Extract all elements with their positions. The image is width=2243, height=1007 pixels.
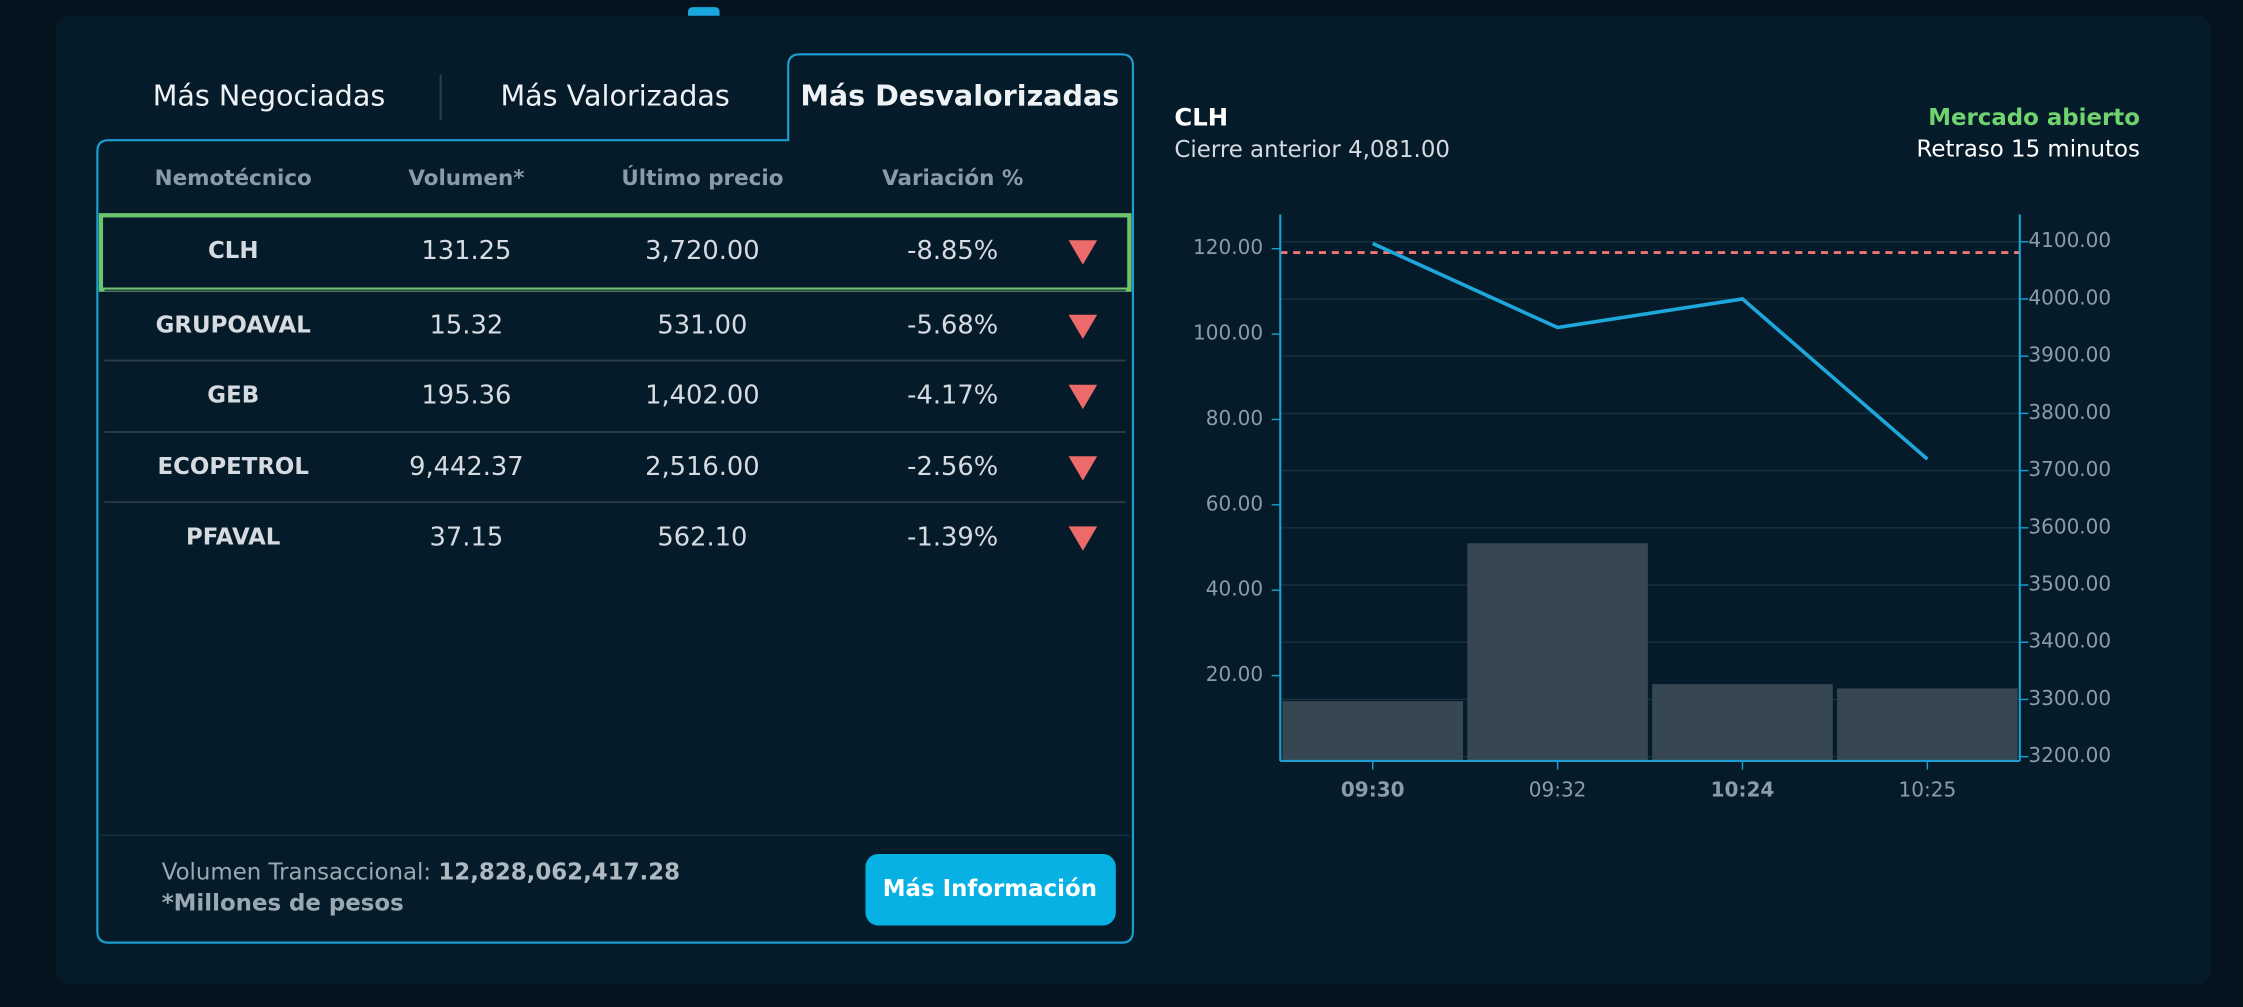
ticker: GEB: [207, 383, 259, 409]
column-header: Último precio: [621, 165, 783, 191]
y2-tick-label: 3300.00: [2028, 686, 2111, 710]
down-arrow: [1068, 314, 1098, 340]
cell: -2.56%: [907, 452, 998, 482]
previous-close-label: Cierre anterior: [1174, 137, 1341, 163]
volume-bar: [1282, 701, 1464, 761]
ticker: PFAVAL: [186, 524, 280, 550]
y2-tick-label: 3600.00: [2028, 514, 2111, 538]
ticker: CLH: [208, 238, 259, 264]
cell: 15.32: [430, 311, 504, 341]
y2-tick-label: 3200.00: [2028, 743, 2111, 767]
y-tick-label: 80.00: [1206, 406, 1263, 430]
volume-value: 12,828,062,417.28: [438, 859, 680, 885]
ticker: GRUPOAVAL: [156, 313, 311, 339]
column-header: Variación %: [882, 166, 1023, 191]
y2-tick-label: 3800.00: [2028, 400, 2111, 424]
previous-close-value: 4,081.00: [1348, 137, 1450, 163]
cell: 9,442.37: [409, 452, 524, 482]
market-status: Mercado abierto: [1928, 105, 2140, 131]
y-tick-label: 120.00: [1193, 235, 1263, 259]
down-arrow: [1068, 384, 1098, 410]
tab[interactable]: Más Negociadas: [153, 78, 386, 112]
ranking-panel: Más Negociadas Más Valorizadas Más Desvalo…: [96, 53, 1135, 944]
x-tick-label: 10:25: [1899, 778, 1957, 802]
footer-note: *Millones de pesos: [162, 891, 404, 917]
x-tick-label: 10:24: [1711, 778, 1775, 802]
cell: -1.39%: [907, 522, 998, 552]
y2-tick-label: 3700.00: [2028, 457, 2111, 481]
ticker: ECOPETROL: [157, 454, 309, 480]
y-tick-label: 40.00: [1206, 577, 1263, 601]
cell: -5.68%: [907, 311, 998, 341]
more-info-button[interactable]: [865, 853, 1116, 926]
table-frame: [96, 53, 1135, 944]
cell: 1,402.00: [645, 381, 760, 411]
cell: 2,516.00: [645, 452, 760, 482]
down-arrow: [1068, 526, 1098, 551]
down-arrow: [1068, 240, 1098, 265]
cell: 562.10: [657, 522, 747, 552]
down-arrow: [1068, 456, 1098, 481]
tab[interactable]: Más Desvalorizadas: [800, 78, 1119, 112]
y-tick-label: 100.00: [1193, 321, 1263, 345]
cell: 131.25: [421, 236, 511, 266]
y-tick-label: 20.00: [1206, 662, 1263, 686]
price-line: [1371, 241, 1929, 461]
cell: 195.36: [421, 381, 511, 411]
cell: -8.85%: [907, 236, 998, 266]
chart: 3200.00 3300.00 3400.00 3500.00 3600.00 3700.…: [1193, 214, 2111, 802]
cell: 3,720.00: [645, 236, 760, 266]
y2-tick-label: 3400.00: [2028, 629, 2111, 653]
column-header: Nemotécnico: [155, 166, 312, 191]
volume-bar: [1837, 688, 2018, 761]
y-tick-label: 60.00: [1206, 491, 1263, 515]
cell: -4.17%: [907, 381, 998, 411]
chart-subtitle: Cierre anterior 4,081.00: [1174, 137, 1450, 163]
x-tick-label: 09:30: [1341, 778, 1405, 802]
volume-label: Volumen Transaccional:: [162, 859, 431, 885]
y2-tick-label: 4000.00: [2028, 285, 2111, 309]
tab[interactable]: Más Valorizadas: [500, 78, 729, 112]
more-info-label[interactable]: Más Información: [883, 876, 1097, 902]
cell: 531.00: [657, 311, 747, 341]
x-tick-label: 09:32: [1529, 778, 1587, 802]
volume-bar: [1467, 543, 1648, 761]
y2-tick-label: 4100.00: [2028, 228, 2111, 252]
y2-tick-label: 3500.00: [2028, 572, 2111, 596]
column-header: Volumen*: [408, 166, 524, 191]
chart-title: CLH: [1174, 103, 1228, 132]
cell: 37.15: [430, 522, 504, 552]
volume-text: Volumen Transaccional: 12,828,062,417.28: [162, 859, 680, 885]
volume-bar: [1652, 684, 1833, 761]
y2-tick-label: 3900.00: [2028, 343, 2111, 367]
delay-note: Retraso 15 minutos: [1917, 137, 2140, 163]
